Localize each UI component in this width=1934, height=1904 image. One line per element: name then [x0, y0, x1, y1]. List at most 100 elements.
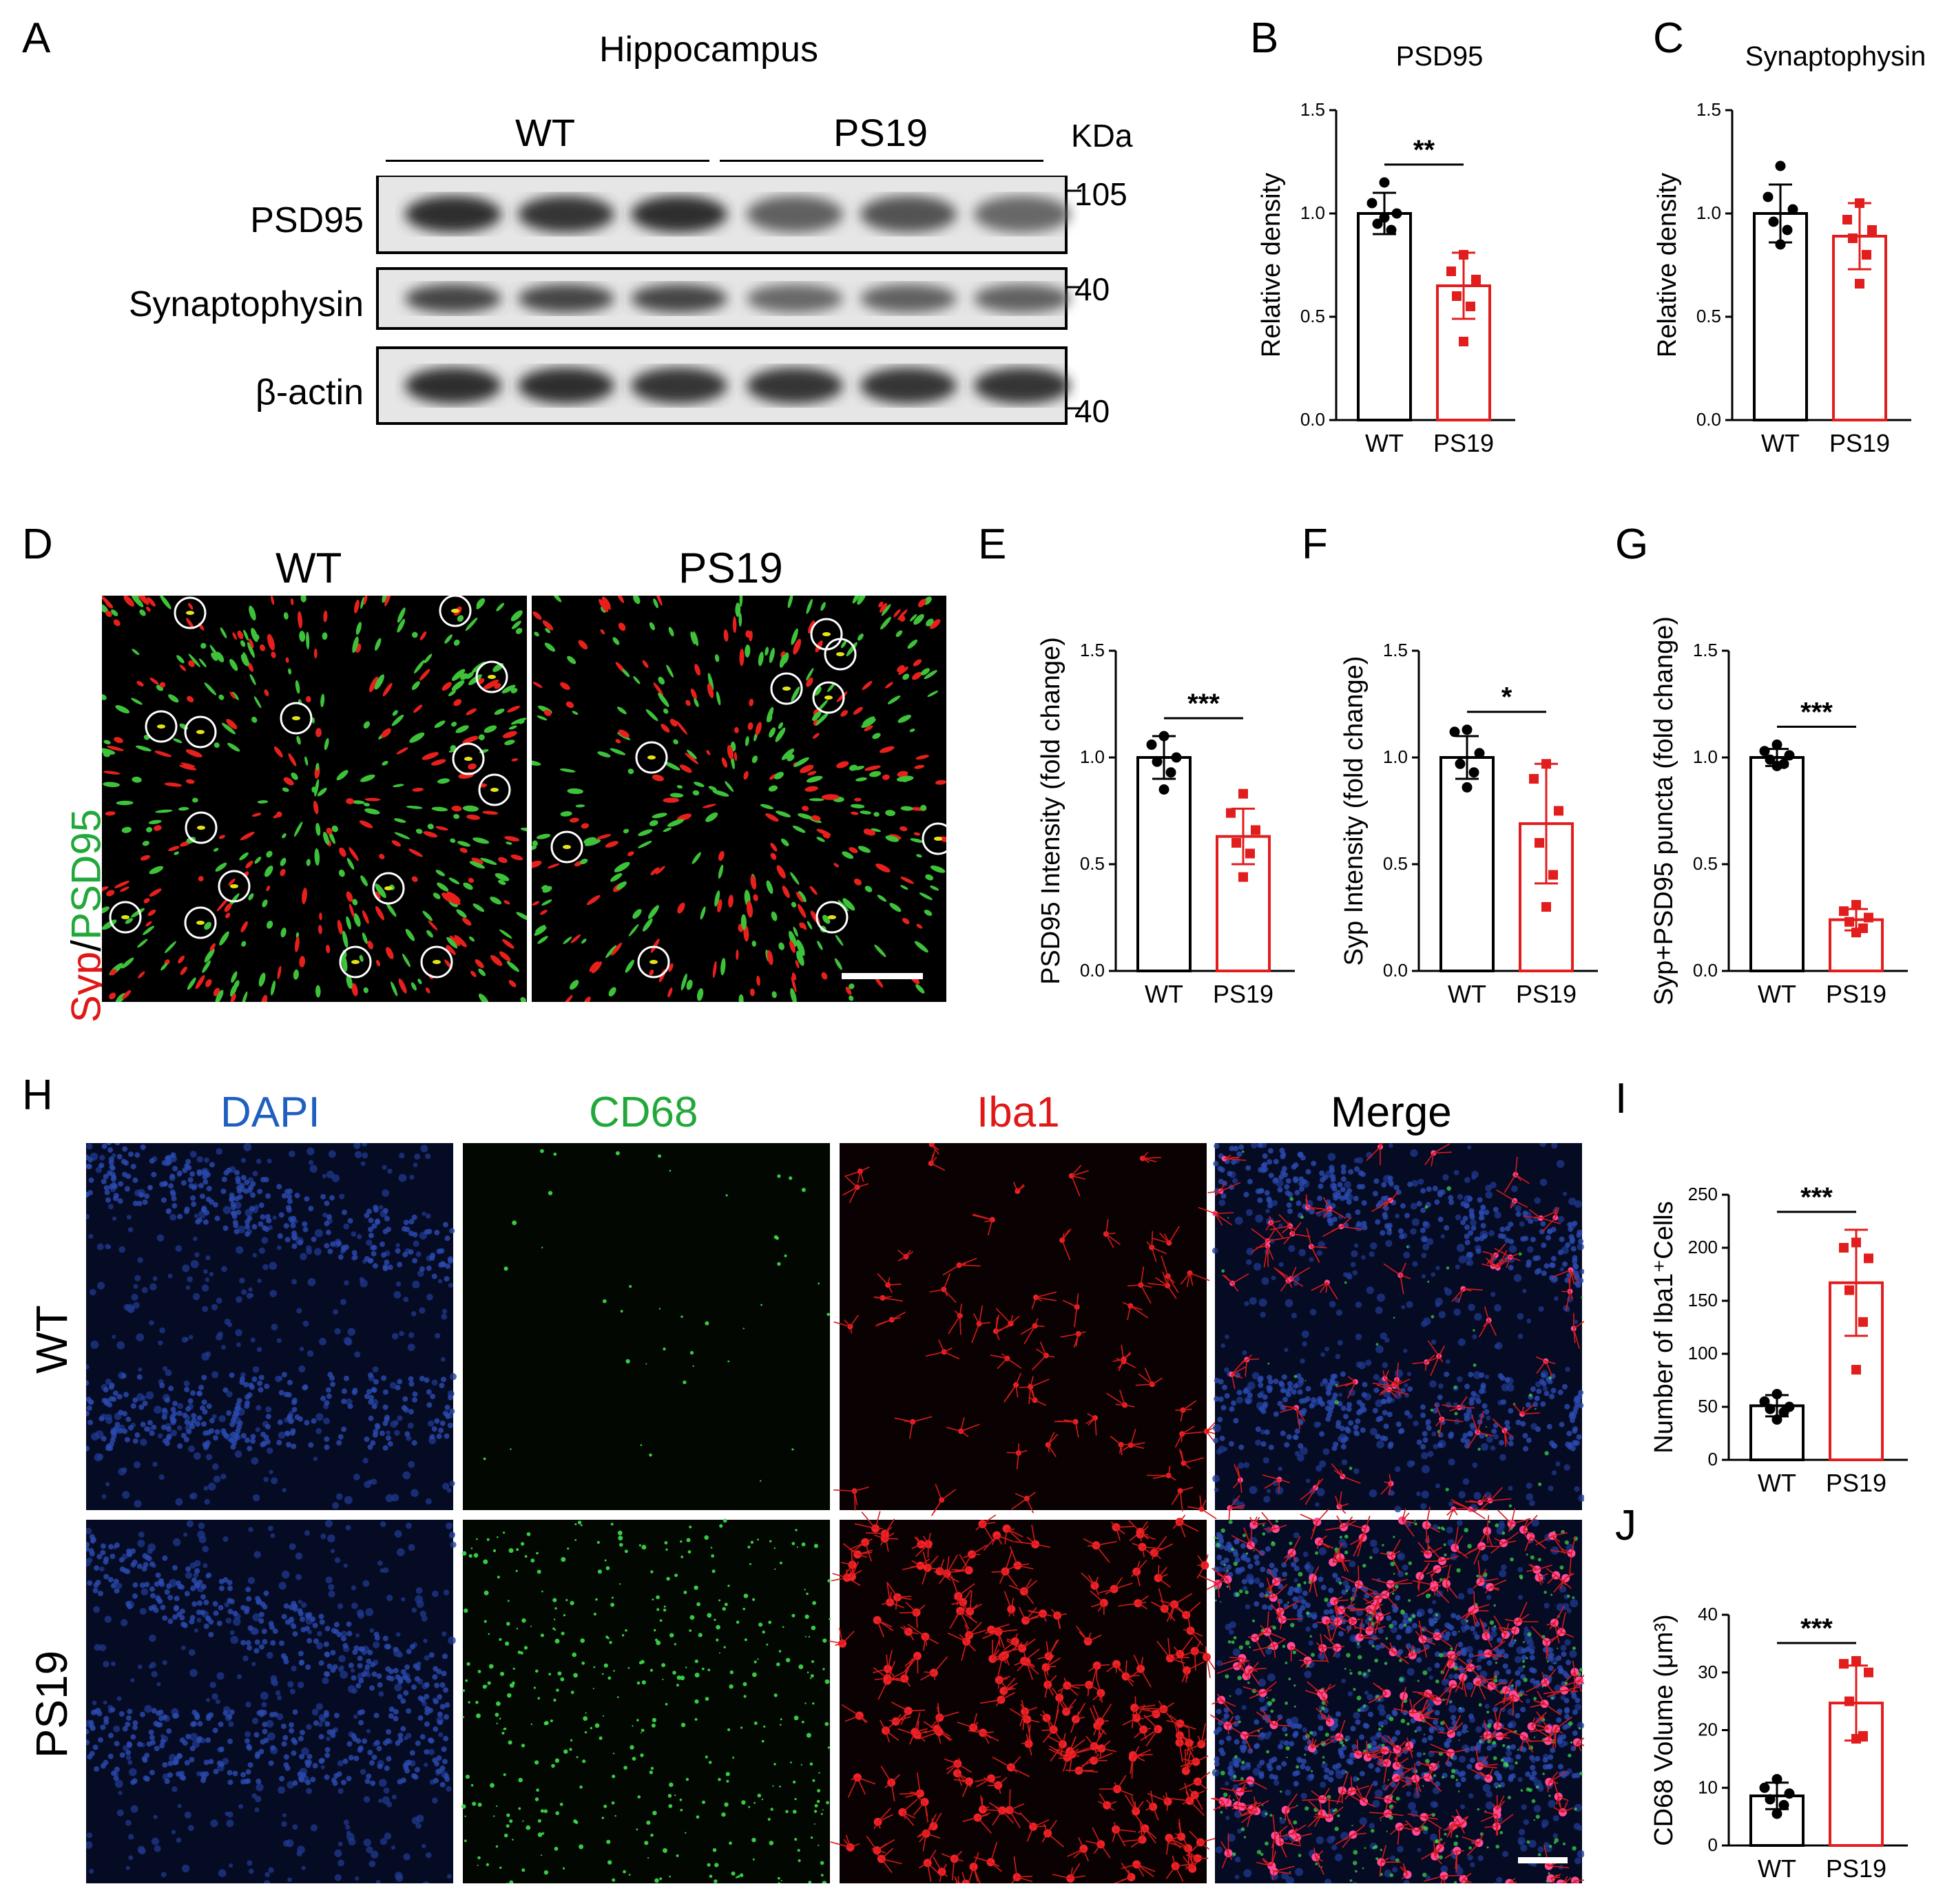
iba1-process	[857, 1777, 876, 1785]
nucleus	[1481, 1233, 1488, 1239]
psd95-punctum	[324, 737, 329, 751]
iba1-process	[1116, 1788, 1134, 1797]
nucleus	[428, 1748, 435, 1755]
nucleus	[1322, 1174, 1328, 1180]
iba1-process	[977, 1817, 992, 1834]
cd68-signal	[592, 1688, 594, 1690]
nucleus	[111, 1582, 116, 1589]
psd95-punctum	[835, 934, 844, 946]
nucleus	[1356, 1221, 1362, 1227]
nucleus	[202, 1563, 208, 1568]
fluor-h-tile	[833, 1143, 1223, 1520]
psd95-punctum	[149, 866, 164, 875]
iba1-process	[1142, 1158, 1150, 1163]
cd68-signal	[807, 1671, 809, 1673]
cd68-signal	[724, 1602, 728, 1607]
nucleus	[232, 1611, 238, 1617]
cd68-signal	[570, 1600, 574, 1606]
nucleus	[1340, 1443, 1346, 1450]
nucleus	[114, 1143, 121, 1146]
nucleus	[208, 1759, 214, 1765]
nucleus	[290, 1222, 296, 1228]
nucleus	[1236, 1390, 1242, 1396]
cd68-signal	[524, 1555, 528, 1558]
nucleus	[1504, 1237, 1510, 1244]
iba1-process	[886, 1582, 891, 1603]
psd95-punctum	[188, 653, 200, 668]
syp-punctum	[900, 877, 914, 884]
iba1-process	[1484, 1306, 1490, 1321]
psd95-punctum	[499, 929, 512, 939]
syp-punctum	[747, 901, 753, 918]
nucleus	[197, 1530, 205, 1539]
cd68-signal	[468, 1553, 472, 1558]
nucleus	[1474, 1236, 1480, 1242]
nucleus	[351, 1231, 357, 1237]
fluor-d-ps19-image	[532, 596, 946, 1002]
nucleus	[266, 1651, 273, 1659]
nucleus	[408, 1376, 414, 1382]
nucleus	[1488, 1230, 1495, 1237]
nucleus	[138, 1404, 145, 1410]
cd68-signal	[509, 1819, 513, 1823]
iba1-process	[1333, 1469, 1343, 1477]
nucleus	[1468, 1304, 1475, 1311]
nucleus	[369, 1628, 375, 1633]
syp-punctum	[368, 676, 379, 693]
syp-punctum	[586, 895, 601, 906]
nucleus	[362, 1152, 368, 1159]
iba1-process	[1229, 1495, 1240, 1509]
nucleus	[287, 1413, 293, 1419]
syp-punctum	[225, 912, 231, 919]
cd68-signal	[602, 1715, 605, 1717]
cd68-signal	[661, 1663, 666, 1668]
psd95-punctum	[846, 642, 857, 657]
iba1-process	[1189, 1273, 1194, 1286]
cd68-signal	[579, 1785, 583, 1789]
cd68-signal	[1375, 1343, 1379, 1346]
psd95-punctum	[697, 988, 704, 1001]
iba1-process	[1183, 1856, 1193, 1870]
nucleus	[88, 1234, 94, 1239]
colocalization-circle	[815, 901, 849, 934]
nucleus	[205, 1277, 210, 1282]
psd95-punctum	[204, 682, 217, 695]
nucleus	[297, 1682, 304, 1688]
nucleus	[382, 1266, 388, 1272]
iba1-process	[851, 1542, 866, 1553]
syp-punctum	[198, 876, 204, 882]
nucleus	[114, 1779, 123, 1788]
nucleus	[245, 1224, 251, 1230]
nucleus	[1422, 1437, 1428, 1443]
nucleus	[1320, 1401, 1326, 1407]
nucleus	[397, 1262, 403, 1268]
psd95-punctum	[813, 686, 822, 696]
cd68-signal	[654, 1629, 656, 1632]
blot-band	[631, 367, 727, 404]
nucleus	[337, 1434, 344, 1440]
nucleus	[244, 1606, 250, 1612]
nucleus	[353, 1143, 361, 1149]
nucleus	[190, 1585, 196, 1591]
nucleus	[107, 1577, 114, 1582]
iba1-process	[1245, 1359, 1248, 1377]
nucleus	[330, 1381, 336, 1388]
nucleus	[362, 1738, 368, 1744]
nucleus	[125, 1755, 132, 1761]
nucleus	[201, 1421, 207, 1427]
nucleus	[1438, 1310, 1446, 1319]
nucleus	[136, 1200, 143, 1206]
cd68-signal	[727, 1360, 730, 1363]
cd68-signal	[683, 1380, 687, 1385]
iba1-process	[1034, 1318, 1039, 1326]
nucleus	[169, 1213, 177, 1221]
syp-punctum	[154, 751, 172, 757]
iba1-process	[1058, 1685, 1068, 1692]
psd95-punctum	[102, 906, 110, 914]
iba1-process	[1015, 1372, 1021, 1385]
syp-punctum	[298, 611, 302, 629]
nucleus	[133, 1284, 138, 1289]
nucleus	[318, 1734, 324, 1740]
iba1-process	[1155, 1277, 1168, 1286]
nucleus	[351, 1675, 357, 1681]
